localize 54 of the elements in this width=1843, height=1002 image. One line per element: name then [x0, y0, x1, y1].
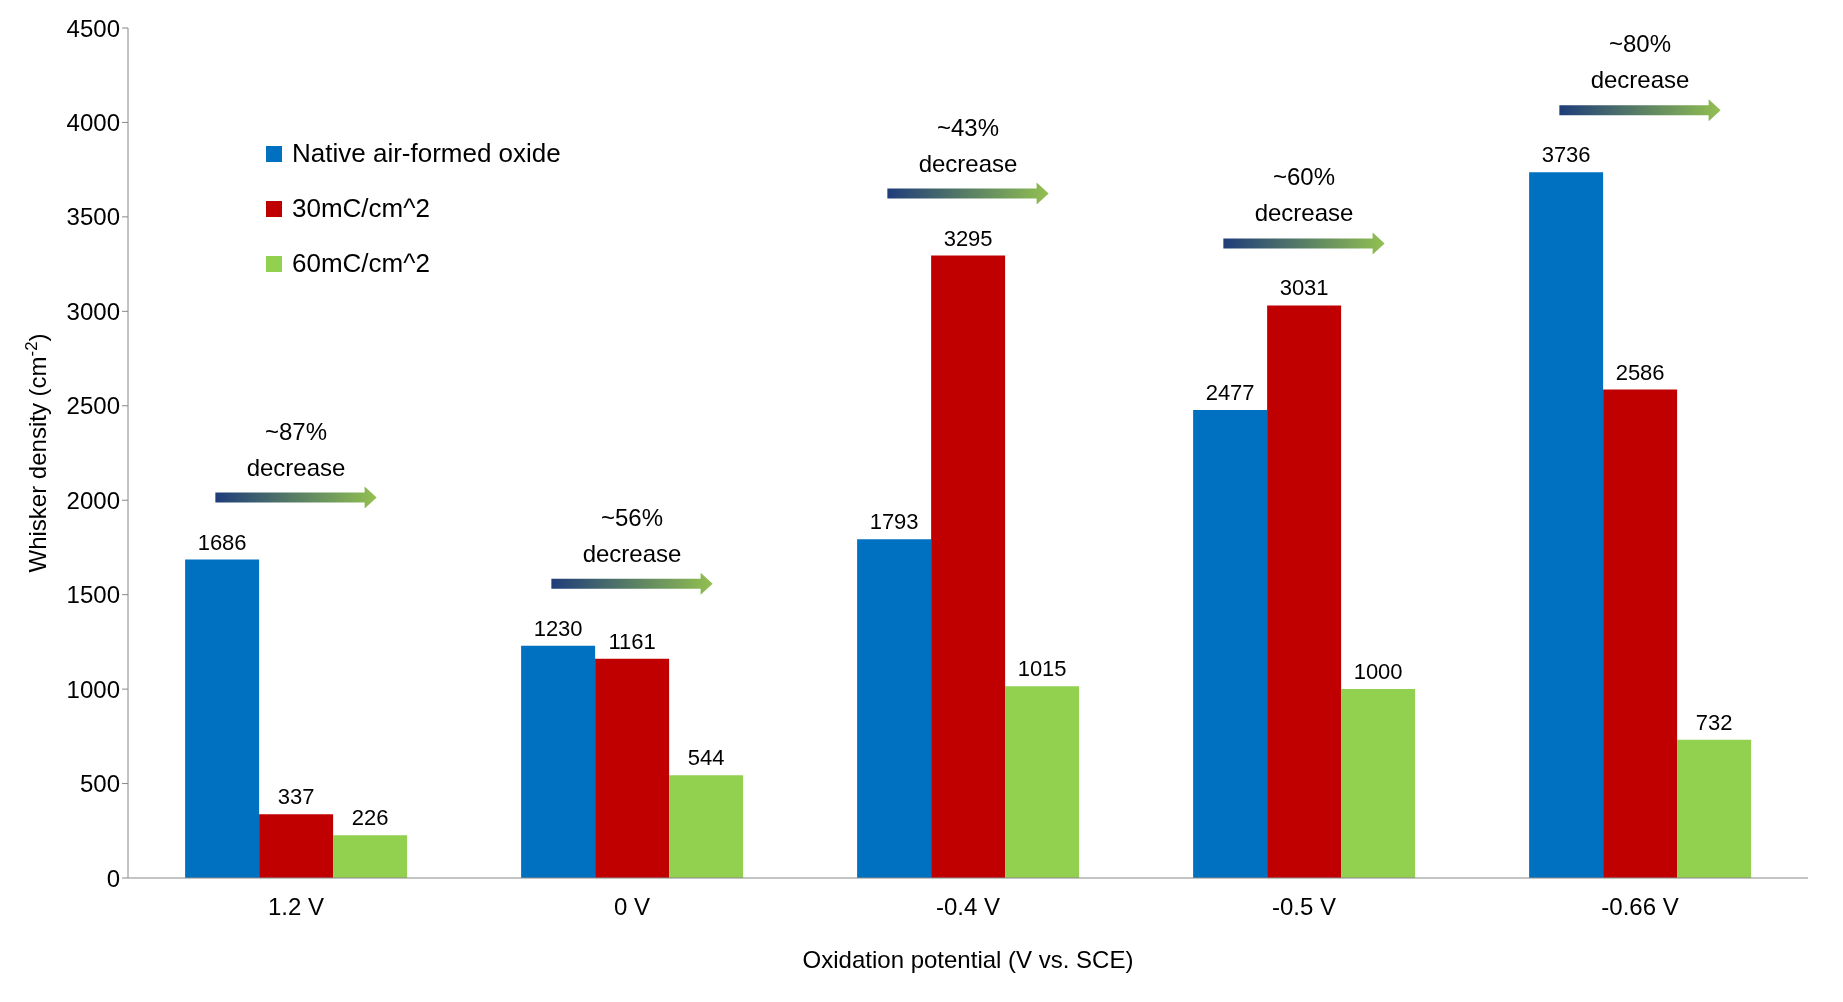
data-label: 544 [687, 745, 725, 771]
bar [333, 835, 408, 878]
annotation: ~80% decrease [1590, 30, 1690, 94]
bar [1267, 305, 1342, 878]
data-label: 337 [277, 784, 315, 810]
y-tick-label: 0 [106, 864, 120, 892]
x-axis-title: Oxidation potential (V vs. SCE) [802, 946, 1134, 973]
data-label: 226 [351, 805, 389, 831]
y-tick-label: 1500 [66, 581, 120, 609]
annotation: ~60% decrease [1254, 163, 1354, 227]
data-label: 3736 [1541, 142, 1591, 168]
x-tick-label: -0.66 V [1601, 893, 1679, 921]
y-tick-label: 3000 [66, 297, 120, 325]
y-tick-label: 2500 [66, 392, 120, 420]
x-tick-label: 0 V [613, 893, 651, 921]
bar [1529, 172, 1604, 878]
data-label: 1161 [608, 628, 656, 654]
data-label: 3031 [1279, 275, 1329, 301]
y-tick-label: 1000 [66, 675, 120, 703]
annotation: ~43% decrease [918, 113, 1018, 177]
bar [857, 539, 932, 878]
bar [1677, 739, 1752, 878]
data-label: 1686 [197, 529, 247, 555]
x-tick-label: 1.2 V [267, 893, 325, 921]
bar [1005, 686, 1080, 878]
x-tick-label: -0.5 V [1271, 893, 1337, 921]
data-label: 2586 [1615, 359, 1665, 385]
data-label: 1230 [533, 615, 583, 641]
data-label: 3295 [943, 225, 993, 251]
bar [1603, 389, 1678, 878]
annotation: ~56% decrease [582, 503, 682, 567]
bar [931, 255, 1006, 878]
bar [259, 814, 334, 878]
y-tick-label: 4000 [66, 108, 120, 136]
bar [1341, 689, 1416, 878]
legend-label: 60mC/cm^2 [292, 247, 430, 280]
y-tick-label: 3500 [66, 203, 120, 231]
bar [1193, 410, 1268, 878]
bar [185, 559, 260, 878]
bar [669, 775, 744, 878]
y-tick-label: 500 [79, 770, 120, 798]
y-tick-label: 2000 [66, 486, 120, 514]
data-label: 1015 [1017, 656, 1067, 682]
annotation: ~87% decrease [246, 417, 346, 481]
y-tick-label: 4500 [66, 14, 120, 42]
data-label: 2477 [1205, 380, 1255, 406]
bar [521, 645, 596, 878]
bar [595, 658, 670, 878]
legend-label: 30mC/cm^2 [292, 192, 430, 225]
data-label: 732 [1695, 709, 1733, 735]
data-label: 1793 [869, 509, 919, 535]
x-tick-label: -0.4 V [935, 893, 1001, 921]
data-label: 1000 [1353, 659, 1403, 685]
legend-label: Native air-formed oxide [292, 137, 561, 170]
